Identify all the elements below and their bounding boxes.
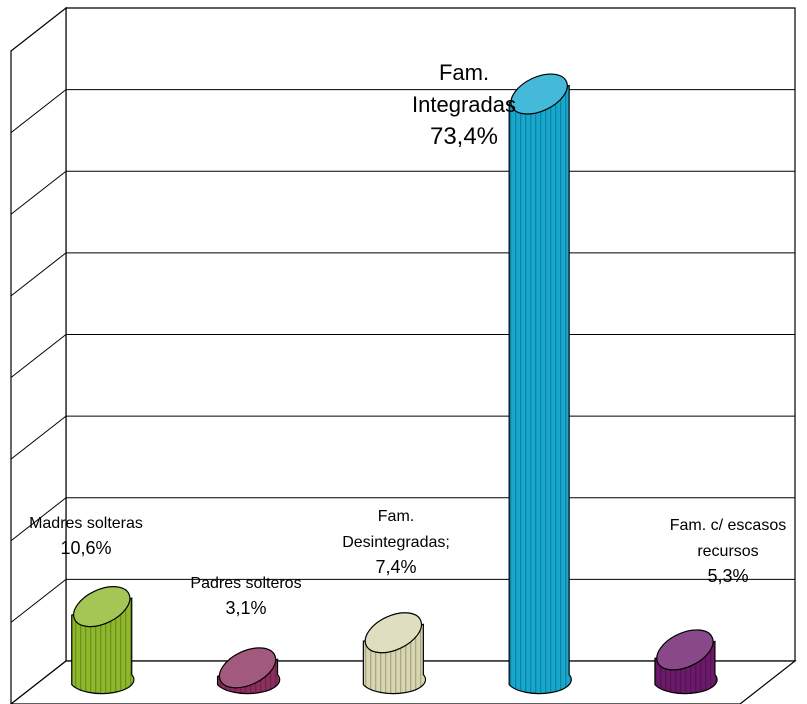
- side-gridline: [10, 334, 67, 378]
- gridlines: [10, 89, 795, 623]
- data-labels: Madres solteras 10,6% Padres solteros 3,1% F…: [29, 60, 786, 618]
- bar: [654, 629, 718, 695]
- data-label-category: recursos: [697, 543, 758, 560]
- data-label-category: Madres solteras: [29, 515, 143, 532]
- side-gridline: [10, 578, 67, 623]
- bar: [508, 73, 572, 695]
- data-label-category: Fam.: [439, 60, 489, 85]
- bars: [71, 73, 718, 695]
- side-gridline: [10, 252, 67, 297]
- data-label-value: 3,1%: [225, 598, 266, 618]
- data-label-value: 10,6%: [60, 538, 111, 558]
- data-label-value: 7,4%: [375, 557, 416, 577]
- bar: [216, 647, 281, 695]
- bar: [362, 612, 427, 695]
- data-label-category: Desintegradas;: [342, 534, 450, 551]
- side-gridline: [10, 497, 67, 542]
- data-label-category: Fam. c/ escasos: [670, 517, 786, 534]
- side-gridline: [10, 170, 67, 215]
- data-label-category: Fam.: [378, 508, 414, 525]
- side-gridline: [10, 415, 67, 460]
- data-label-value: 73,4%: [430, 123, 498, 150]
- data-label-value: 5,3%: [707, 566, 748, 586]
- bar: [71, 586, 135, 695]
- data-label-category: Integradas: [412, 92, 516, 117]
- side-gridline: [10, 89, 67, 134]
- data-label-category: Padres solteros: [190, 575, 301, 592]
